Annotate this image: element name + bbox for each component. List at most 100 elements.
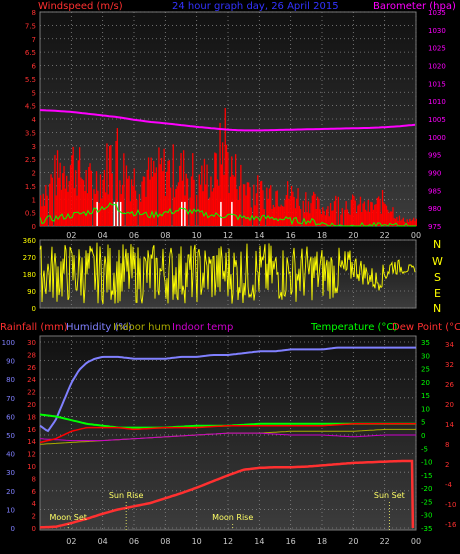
x-tick-label-bottom: 00: [411, 537, 421, 546]
wind-bar: [142, 176, 144, 226]
rain-tick-label: 0: [32, 525, 36, 533]
wind-bar: [292, 191, 294, 226]
wind-bar: [138, 194, 141, 226]
wind-bar: [144, 176, 146, 226]
wind-bar: [346, 209, 349, 226]
wind-bar: [206, 164, 208, 226]
wind-bar: [329, 203, 332, 226]
wind-bar: [66, 175, 68, 226]
event-label: Moon Set: [49, 513, 86, 522]
wind-bar: [67, 191, 69, 226]
wind-bar: [305, 192, 307, 226]
wind-bar: [214, 152, 216, 226]
wind-bar: [81, 179, 83, 226]
wind-bar: [212, 188, 215, 226]
wind-bar: [236, 189, 238, 226]
wind-bar: [298, 205, 300, 226]
wind-bar: [95, 171, 98, 226]
dir-letter-s: S: [434, 271, 441, 284]
direction-tick-label: 90: [27, 288, 36, 296]
wind-bar: [60, 189, 63, 226]
wind-bar: [244, 184, 246, 226]
barometer-title: Barometer (hpa): [373, 1, 456, 12]
wind-bar: [232, 174, 234, 226]
wind-bar: [115, 140, 117, 226]
wind-bar: [132, 186, 134, 226]
wind-bar: [233, 176, 235, 226]
wind-tick-label: 4: [32, 116, 37, 124]
rain-tick-label: 12: [27, 451, 36, 459]
wind-bar: [46, 195, 48, 226]
wind-bar: [393, 218, 395, 226]
rain-tick-label: 28: [27, 351, 36, 359]
wind-bar: [231, 156, 233, 226]
wind-bar: [215, 153, 217, 226]
wind-bar: [176, 186, 178, 226]
wind-bar: [328, 216, 330, 226]
temp-tick-label: 0: [421, 432, 425, 440]
wind-bar: [162, 171, 164, 226]
wind-bar: [332, 210, 334, 226]
wind-bar: [219, 122, 221, 226]
wind-bar: [103, 169, 105, 226]
wind-bar: [279, 206, 281, 226]
x-tick-label-bottom: 08: [160, 537, 170, 546]
wind-bar: [186, 178, 189, 226]
wind-bar: [294, 208, 297, 226]
wind-bar: [79, 147, 81, 226]
wind-bar: [353, 196, 355, 226]
rain-tick-label: 8: [32, 475, 36, 483]
wind-bar: [150, 157, 152, 226]
barometer-tick-label: 1010: [428, 98, 446, 106]
wind-bar: [309, 213, 311, 226]
wind-bar: [340, 214, 342, 226]
wind-tick-label: 7: [32, 36, 36, 44]
series-line-indoor-temp: [39, 432, 416, 442]
dew-tick-label: -4: [445, 481, 453, 489]
wind-bar: [155, 167, 157, 226]
wind-bar: [378, 196, 380, 226]
wind-bar: [101, 198, 103, 226]
wind-bar: [324, 215, 326, 226]
wind-bar: [105, 192, 107, 226]
wind-bar: [363, 201, 365, 226]
wind-bar: [398, 215, 401, 226]
temp-tick-label: -15: [421, 472, 432, 480]
wind-bar: [397, 220, 399, 226]
temp-tick-label: 20: [421, 379, 430, 387]
wind-tick-label: 6.5: [25, 49, 36, 57]
wind-bar: [284, 199, 286, 226]
wind-bar: [160, 157, 163, 226]
wind-bar: [345, 201, 347, 226]
dew-tick-label: 8: [445, 441, 449, 449]
wind-bar: [307, 201, 310, 226]
wind-bar: [163, 148, 165, 226]
barometer-tick-label: 1015: [428, 80, 446, 88]
rain-tick-label: 16: [27, 426, 36, 434]
wind-bar: [410, 221, 412, 226]
wind-bar: [89, 163, 91, 226]
temp-tick-label: -10: [421, 459, 432, 467]
wind-bar: [116, 128, 118, 226]
wind-bar: [210, 176, 212, 226]
rain-tick-label: 14: [27, 438, 36, 446]
wind-bar: [141, 181, 143, 226]
wind-bar: [402, 217, 404, 226]
temp-tick-label: -5: [421, 445, 428, 453]
wind-bar: [357, 205, 359, 226]
wind-bar: [274, 207, 276, 226]
direction-tick-label: 0: [32, 305, 36, 313]
wind-bar: [366, 211, 368, 226]
x-tick-label-bottom: 02: [66, 537, 76, 546]
wind-bar: [400, 220, 402, 226]
wind-bar: [50, 174, 52, 226]
barometer-tick-label: 975: [428, 223, 441, 231]
rain-tick-label: 22: [27, 389, 36, 397]
wind-bar: [183, 150, 185, 226]
wind-bar: [159, 164, 161, 226]
wind-bar: [111, 173, 113, 226]
barometer-tick-label: 1000: [428, 134, 446, 142]
wind-bar: [381, 190, 384, 226]
wind-bar: [56, 150, 59, 226]
